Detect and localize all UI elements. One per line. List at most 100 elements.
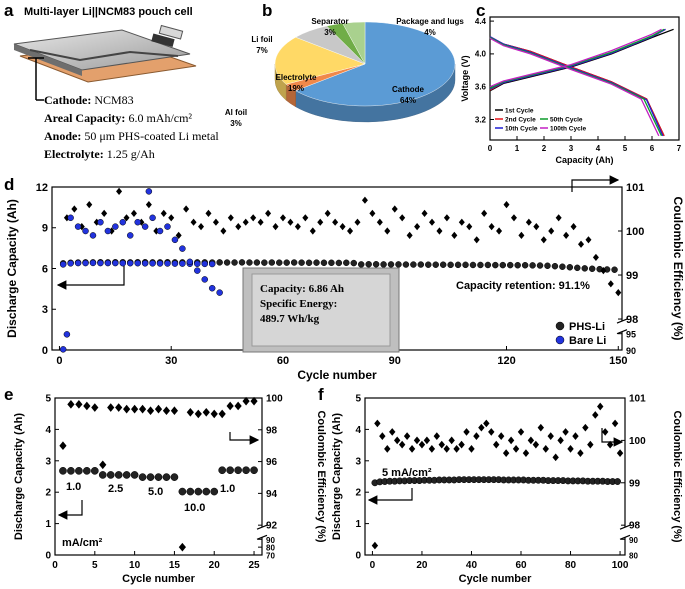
spec-line: Cathode: NCM83 — [44, 93, 134, 107]
diamond-point — [339, 223, 346, 231]
annotation: Capacity: 6.86 Ah — [260, 283, 344, 295]
y2-tick-label: 80 — [629, 552, 638, 561]
circle-point — [276, 259, 283, 266]
circle-point — [454, 261, 462, 269]
y2-tick-label: 96 — [266, 457, 278, 468]
circle-point — [477, 261, 484, 269]
diamond-point — [517, 428, 525, 436]
diamond-point — [512, 445, 520, 453]
diamond-point — [408, 445, 416, 453]
pouch-illustration — [13, 24, 197, 101]
diamond-point — [154, 404, 163, 414]
diamond-point — [510, 214, 517, 222]
x-tick-label: 100 — [612, 560, 629, 571]
circle-point — [313, 259, 320, 266]
circle-point — [484, 261, 492, 269]
diamond-point — [496, 227, 503, 235]
diamond-point — [183, 205, 190, 213]
circle-point — [130, 471, 139, 479]
diamond-point — [592, 253, 599, 262]
diamond-point — [403, 432, 411, 440]
y-tick-label: 12 — [36, 182, 48, 194]
y-tick-label: 0 — [42, 345, 48, 357]
y-tick-label: 6 — [42, 263, 48, 275]
circle-point — [156, 227, 164, 235]
circle-point — [372, 261, 380, 268]
diamond-point — [463, 428, 470, 436]
diamond-point — [265, 209, 272, 218]
diamond-point — [406, 231, 413, 240]
plot-frame — [54, 397, 263, 556]
diamond-point — [279, 214, 286, 222]
circle-point — [74, 259, 82, 267]
circle-point — [134, 259, 141, 267]
diamond-point — [577, 449, 584, 457]
circle-point — [104, 259, 112, 267]
circle-point — [90, 466, 99, 475]
circle-point — [417, 261, 425, 268]
axis-break-mark — [616, 329, 628, 335]
diamond-point — [309, 227, 316, 235]
circle-point — [134, 218, 141, 226]
y2-tick-label: 99 — [629, 478, 641, 489]
circle-point — [114, 471, 123, 479]
circle-point — [357, 261, 365, 268]
circle-point — [231, 259, 238, 266]
legend-swatch — [555, 321, 565, 331]
circle-point — [59, 346, 67, 353]
circle-point — [218, 466, 227, 475]
diamond-point — [227, 214, 234, 222]
schematic-title: Multi-layer Li||NCM83 pouch cell — [24, 6, 193, 18]
diamond-point — [220, 227, 227, 235]
y2-tick-label: 95 — [626, 330, 636, 340]
y-tick-label: 0 — [45, 551, 51, 562]
circle-point — [97, 259, 104, 267]
circle-point — [104, 227, 112, 235]
diamond-point — [354, 218, 361, 226]
y-axis-label: Voltage (V) — [460, 55, 470, 101]
x-tick-label: 90 — [389, 355, 401, 367]
spec-line: Anode: 50 μm PHS-coated Li metal — [44, 129, 219, 143]
diamond-point — [438, 440, 445, 449]
diamond-point — [552, 453, 559, 462]
circle-point — [75, 466, 83, 475]
circle-point — [425, 261, 432, 268]
slice-label: Cathode — [392, 85, 425, 94]
circle-point — [268, 259, 276, 266]
arrows — [56, 175, 624, 520]
diamond-point — [272, 223, 279, 231]
legend-swatch — [555, 335, 565, 345]
slice-label: Electrolyte — [276, 73, 317, 82]
circle-point — [106, 471, 115, 479]
diamond-point — [585, 236, 592, 244]
diamond-point — [542, 445, 549, 453]
diamond-point — [146, 406, 155, 416]
annotation: 5.0 — [148, 486, 163, 498]
y-tick-label: 3 — [45, 456, 51, 467]
circle-point — [170, 473, 179, 481]
diamond-point — [570, 223, 577, 231]
circle-point — [343, 259, 350, 267]
spec-value: 1.25 g/Ah — [107, 147, 155, 161]
x-tick-label: 80 — [565, 560, 577, 571]
circle-point — [82, 259, 89, 267]
y2-tick-label: 80 — [266, 544, 275, 553]
x-tick-label: 120 — [497, 355, 515, 367]
diamond-point — [160, 209, 167, 218]
circle-point — [82, 466, 91, 475]
diamond-point — [507, 436, 515, 445]
circle-point — [141, 223, 149, 230]
diamond-point — [59, 441, 67, 451]
diamond-point — [582, 423, 589, 432]
legend-label: 1st Cycle — [505, 108, 534, 115]
diamond-point — [428, 445, 436, 453]
y2-tick-label: 90 — [266, 536, 275, 545]
x-tick-label: 1 — [515, 144, 520, 153]
circle-point — [201, 260, 208, 268]
diamond-point — [332, 218, 339, 226]
circle-point — [432, 261, 439, 268]
circle-point — [253, 259, 261, 266]
diamond-point — [587, 440, 594, 449]
circle-point — [97, 218, 104, 226]
circle-point — [119, 218, 127, 226]
